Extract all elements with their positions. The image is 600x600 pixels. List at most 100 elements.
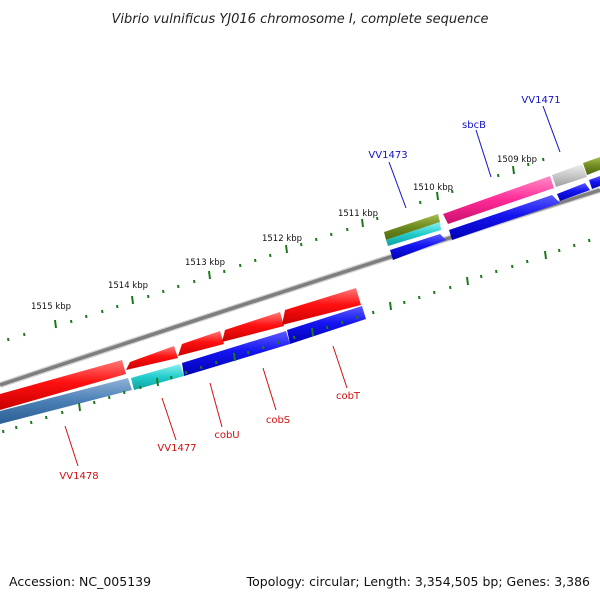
tick-minor <box>23 332 26 337</box>
reverse-strand-genes <box>0 288 361 410</box>
tick-minor <box>15 425 18 430</box>
tick-minor <box>7 337 10 342</box>
leader-cobT <box>332 345 348 389</box>
tick-minor <box>526 259 529 264</box>
tick-minor <box>147 294 150 299</box>
tick-minor <box>495 269 498 274</box>
tick-minor <box>346 227 349 232</box>
gene-feature-olive <box>384 214 440 240</box>
tick-minor <box>527 162 530 167</box>
gene-feature-cobT-red <box>282 288 361 325</box>
tick-label-1513: 1513 kbp <box>185 258 225 268</box>
forward-strand-blue-genes <box>390 176 600 260</box>
forward-strand-genes <box>384 157 600 246</box>
tick-minor <box>293 335 296 340</box>
tick-minor <box>2 429 5 434</box>
tick-minor <box>300 242 303 247</box>
tick-major <box>131 295 134 305</box>
tick-minor <box>573 243 576 248</box>
tick-major <box>361 218 364 228</box>
tick-minor <box>123 390 126 395</box>
tick-major <box>54 319 57 329</box>
tick-minor <box>419 200 422 205</box>
gene-feature-cyan <box>386 222 441 246</box>
tick-label-1514: 1514 kbp <box>108 281 148 291</box>
tick-minor <box>403 300 406 305</box>
gene-feature-VV1477-red <box>126 346 178 370</box>
gene-feature-blue-small <box>557 183 590 201</box>
leader-cobS <box>262 367 277 411</box>
gene-label-sbcB: sbcB <box>462 120 486 131</box>
tick-minor <box>170 375 173 380</box>
tick-label-1515: 1515 kbp <box>31 302 71 312</box>
tick-minor <box>45 415 48 420</box>
tick-row-outer: 1509 kbp 1510 kbp 1511 kbp 1512 kbp 1513… <box>7 155 545 342</box>
tick-minor <box>116 304 119 309</box>
tick-label-1512: 1512 kbp <box>262 234 302 244</box>
gene-feature-VV1478-red <box>0 360 126 410</box>
tick-label-1511: 1511 kbp <box>338 209 378 219</box>
tick-minor <box>497 173 500 178</box>
gene-label-cobU: cobU <box>214 430 239 441</box>
tick-minor <box>542 157 545 162</box>
tick-minor <box>341 320 344 325</box>
tick-minor <box>511 264 514 269</box>
gene-feature-VV1478 <box>0 378 132 424</box>
tick-major <box>436 191 439 201</box>
leader-VV1471 <box>542 105 561 153</box>
tick-minor <box>70 319 73 324</box>
tick-minor <box>451 189 454 194</box>
tick-minor <box>254 258 257 263</box>
tick-minor <box>356 315 359 320</box>
gene-feature-VV1471-gray <box>552 164 587 187</box>
tick-minor <box>277 340 280 345</box>
gene-feature-cobU <box>182 331 290 376</box>
gene-label-VV1478: VV1478 <box>59 471 98 482</box>
accession-label: Accession: NC_005139 <box>9 574 152 589</box>
gene-feature-cobS <box>287 306 366 344</box>
tick-minor <box>433 290 436 295</box>
tick-minor <box>139 385 142 390</box>
leader-VV1473 <box>388 161 407 209</box>
label-leader-lines <box>64 105 561 467</box>
tick-minor <box>223 269 226 274</box>
gene-label-VV1471: VV1471 <box>521 95 560 106</box>
gene-feature-olive-edge <box>583 157 600 175</box>
tick-minor <box>449 285 452 290</box>
reverse-strand-lower-genes <box>0 306 366 424</box>
topology-label: Topology: circular; Length: 3,354,505 bp… <box>246 574 590 589</box>
tick-minor <box>162 289 165 294</box>
tick-minor <box>376 216 379 221</box>
tick-major <box>466 276 469 286</box>
tick-minor <box>330 232 333 237</box>
tick-minor <box>247 350 250 355</box>
tick-minor <box>93 400 96 405</box>
tick-major <box>78 402 81 412</box>
tick-minor <box>185 370 188 375</box>
tick-minor <box>588 238 591 243</box>
tick-minor <box>215 360 218 365</box>
gene-feature-cobU-red <box>178 331 224 356</box>
tick-minor <box>372 310 375 315</box>
tick-major <box>512 165 515 175</box>
leader-cobU <box>209 382 223 428</box>
leader-VV1477 <box>161 397 177 441</box>
tick-minor <box>30 420 33 425</box>
gene-feature-VV1473 <box>390 234 446 260</box>
tick-major <box>389 301 392 311</box>
tick-major <box>156 377 159 387</box>
tick-major <box>544 250 547 260</box>
tick-label-1509: 1509 kbp <box>497 155 537 165</box>
tick-major <box>311 327 314 337</box>
tick-minor <box>239 263 242 268</box>
gene-label-VV1473: VV1473 <box>368 150 407 161</box>
tick-minor <box>480 274 483 279</box>
tick-minor <box>315 237 318 242</box>
tick-minor <box>558 248 561 253</box>
tick-major <box>233 352 236 362</box>
leader-VV1478 <box>64 425 79 467</box>
tick-major <box>285 244 288 254</box>
gene-feature-VV1477 <box>131 364 184 390</box>
tick-minor <box>61 410 64 415</box>
